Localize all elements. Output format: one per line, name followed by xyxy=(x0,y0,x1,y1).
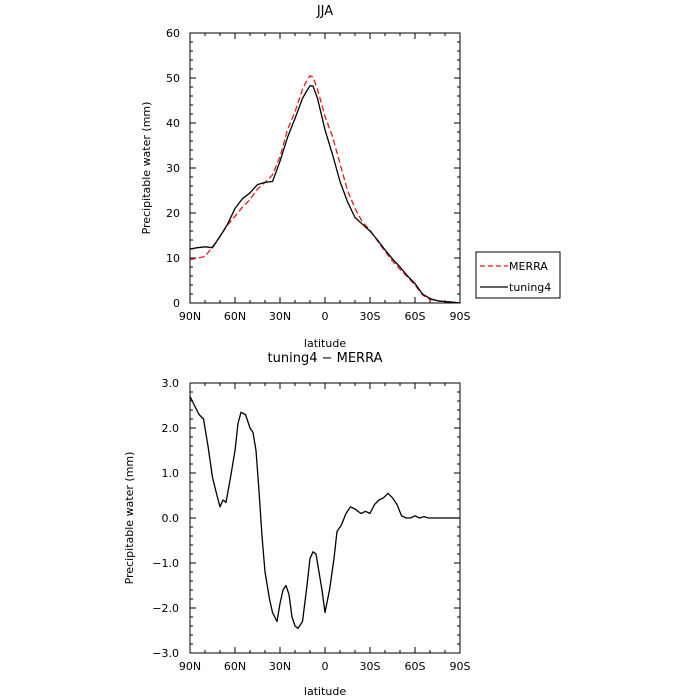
y-tick-label: 10 xyxy=(166,252,180,265)
y-axis-label: Precipitable water (mm) xyxy=(123,452,136,585)
y-tick-label: 3.0 xyxy=(162,377,180,390)
x-tick-label: 30S xyxy=(360,310,381,323)
series-line-difference xyxy=(189,396,460,629)
y-tick-label: 50 xyxy=(166,72,180,85)
series-line-tuning4 xyxy=(189,85,461,304)
legend-box xyxy=(475,251,561,299)
y-tick-label: −1.0 xyxy=(152,557,179,570)
legend: MERRA tuning4 xyxy=(475,251,561,299)
chart-title: tuning4 − MERRA xyxy=(268,351,383,366)
y-tick-label: 20 xyxy=(166,207,180,220)
x-tick-label: 60N xyxy=(224,660,246,673)
panel-top: JJA 90N 60N 30N 0 30S 60S 90S 0 10 20 30 40 50 60 Pre… xyxy=(140,4,561,350)
x-axis-label: latitude xyxy=(304,685,346,698)
axes: 90N 60N 30N 0 30S 60S 90S 0 10 20 30 40 50 60 xyxy=(166,27,471,323)
x-tick-label: 90S xyxy=(450,310,471,323)
x-axis-label: latitude xyxy=(304,337,346,350)
y-tick-label: 2.0 xyxy=(162,422,180,435)
y-tick-label: −3.0 xyxy=(152,647,179,660)
y-tick-label: 30 xyxy=(166,162,180,175)
series-lines xyxy=(189,75,461,304)
y-tick-label: −2.0 xyxy=(152,602,179,615)
x-tick-label: 60N xyxy=(224,310,246,323)
x-tick-label: 30N xyxy=(269,310,291,323)
y-tick-label: 1.0 xyxy=(162,467,180,480)
x-tick-label: 60S xyxy=(405,310,426,323)
chart-title: JJA xyxy=(316,4,333,19)
x-tick-label: 0 xyxy=(322,310,329,323)
series-line-merra xyxy=(189,75,461,304)
y-axis-label: Precipitable water (mm) xyxy=(140,102,153,235)
x-tick-label: 30S xyxy=(360,660,381,673)
series-lines xyxy=(189,396,460,629)
plot-frame xyxy=(189,32,461,304)
x-tick-label: 90N xyxy=(179,310,201,323)
y-tick-label: 60 xyxy=(166,27,180,40)
axes: 90N 60N 30N 0 30S 60S 90S −3.0 −2.0 −1.0 0.0 1.0 2.0… xyxy=(152,377,470,673)
legend-label-merra: MERRA xyxy=(509,260,548,273)
x-tick-label: 60S xyxy=(405,660,426,673)
legend-label-tuning4: tuning4 xyxy=(509,281,551,294)
x-tick-label: 90S xyxy=(450,660,471,673)
panel-bottom: tuning4 − MERRA 90N 60N 30N 0 30S 60S 90S −3.0 −… xyxy=(123,351,471,698)
y-tick-label: 0 xyxy=(173,297,180,310)
x-tick-label: 90N xyxy=(179,660,201,673)
x-tick-label: 0 xyxy=(322,660,329,673)
y-tick-label: 0.0 xyxy=(162,512,180,525)
x-tick-label: 30N xyxy=(269,660,291,673)
y-tick-label: 40 xyxy=(166,117,180,130)
